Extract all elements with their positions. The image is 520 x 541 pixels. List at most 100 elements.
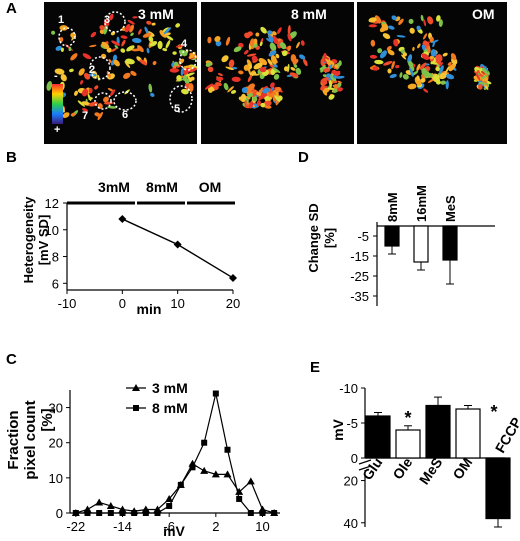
cell-blob bbox=[252, 95, 258, 102]
cell-blob bbox=[439, 65, 444, 74]
cell-blob bbox=[264, 104, 272, 109]
cell-blob bbox=[78, 68, 85, 76]
cell-blob bbox=[55, 45, 62, 51]
b-y-tick-label: 10 bbox=[45, 223, 59, 238]
cell-blob bbox=[436, 15, 441, 22]
cell-blob bbox=[69, 68, 74, 73]
d-category-label: 8mM bbox=[385, 192, 400, 222]
c-x-tick-label: -22 bbox=[66, 519, 85, 534]
cell-blob bbox=[225, 36, 231, 46]
cell-blob bbox=[337, 87, 343, 92]
cell-blob bbox=[123, 72, 131, 79]
c-point-square bbox=[84, 510, 91, 516]
cell-blob bbox=[217, 73, 223, 76]
cell-blob bbox=[149, 40, 158, 47]
c-x-tick-label: 2 bbox=[212, 519, 219, 534]
d-y-tick-label: -15 bbox=[350, 249, 369, 264]
c-point-triangle bbox=[165, 494, 174, 502]
cell-blob bbox=[205, 62, 212, 67]
cell-blob bbox=[290, 67, 296, 71]
cell-blob bbox=[398, 18, 404, 26]
cell-blob bbox=[81, 101, 91, 106]
cell-blob bbox=[445, 80, 449, 90]
panel-d-letter: D bbox=[298, 149, 309, 166]
cell-blob bbox=[113, 59, 120, 67]
cell-blob bbox=[438, 19, 443, 27]
e-bar bbox=[425, 404, 451, 459]
roi-label: 5 bbox=[174, 103, 181, 115]
cell-blob bbox=[432, 42, 435, 48]
panel-e-letter: E bbox=[310, 359, 320, 376]
cell-blob bbox=[387, 68, 392, 74]
c-point-square bbox=[247, 510, 254, 516]
cell-blob bbox=[100, 53, 107, 59]
cell-blob bbox=[223, 82, 229, 91]
e-bar bbox=[455, 408, 481, 459]
e-y-tick-label: 40 bbox=[344, 516, 358, 531]
cell-blob bbox=[387, 49, 395, 56]
cell-blob bbox=[389, 73, 397, 79]
cell-blob bbox=[275, 53, 280, 59]
cell-blob bbox=[231, 76, 241, 82]
cell-blob bbox=[382, 33, 391, 39]
cell-blob bbox=[251, 55, 258, 62]
b-condition-8mM: 8mM bbox=[146, 179, 178, 195]
cell-blob bbox=[137, 45, 144, 53]
cell-blob bbox=[271, 31, 277, 36]
cell-blob bbox=[188, 83, 194, 92]
cell-blob bbox=[146, 47, 150, 54]
c-x-tick-label: -14 bbox=[113, 519, 132, 534]
cell-blob bbox=[401, 54, 407, 60]
cell-blob bbox=[386, 45, 392, 51]
c-point-square bbox=[259, 510, 266, 516]
cell-blob bbox=[251, 71, 257, 76]
micrograph-OM: OM bbox=[357, 2, 507, 144]
roi-label: 4 bbox=[181, 38, 188, 50]
cell-blob bbox=[233, 46, 242, 53]
c-point-triangle bbox=[211, 470, 220, 478]
e-y-tick-label: -5 bbox=[346, 416, 358, 431]
cell-blob bbox=[175, 23, 181, 28]
c-ylabel-line3: [%] bbox=[39, 408, 56, 431]
cell-blob bbox=[479, 75, 488, 80]
e-bar bbox=[485, 457, 511, 520]
cell-blob bbox=[58, 37, 64, 43]
cell-blob bbox=[138, 28, 142, 35]
cell-blob bbox=[476, 70, 484, 77]
c-point-triangle bbox=[95, 498, 104, 506]
cell-blob bbox=[247, 74, 253, 82]
cell-blob bbox=[228, 59, 235, 68]
cell-blob bbox=[269, 42, 277, 52]
micrograph-label: OM bbox=[472, 6, 495, 22]
cell-blob bbox=[188, 67, 197, 73]
cell-blob bbox=[152, 60, 157, 66]
cell-blob bbox=[292, 59, 299, 65]
cell-blob bbox=[150, 92, 155, 97]
c-point-square bbox=[212, 390, 219, 397]
e-category-label: OM bbox=[449, 455, 475, 483]
c-point-square bbox=[236, 495, 243, 502]
cell-blob bbox=[267, 58, 273, 67]
c-point-triangle bbox=[200, 466, 209, 474]
cell-blob bbox=[320, 77, 329, 83]
cell-blob bbox=[163, 27, 172, 34]
cell-blob bbox=[247, 83, 255, 91]
cell-blob bbox=[121, 39, 126, 47]
cell-blob bbox=[262, 87, 270, 94]
cell-blob bbox=[287, 33, 292, 42]
cell-blob bbox=[444, 65, 450, 75]
cell-blob bbox=[269, 64, 275, 68]
cell-blob bbox=[172, 51, 177, 55]
cell-blob bbox=[368, 24, 377, 28]
cell-blob bbox=[83, 72, 91, 80]
cell-blob bbox=[320, 64, 326, 73]
cell-blob bbox=[368, 17, 377, 23]
cell-blob bbox=[270, 55, 277, 65]
cell-blob bbox=[54, 68, 65, 75]
c-x-tick-label: -6 bbox=[163, 519, 175, 534]
c-point-triangle bbox=[223, 470, 232, 478]
micrograph-3mM: 3 mM - + 1 2 3 4 5 6 7 bbox=[44, 2, 197, 144]
cell-blob bbox=[447, 61, 452, 66]
cell-blob bbox=[264, 100, 272, 106]
